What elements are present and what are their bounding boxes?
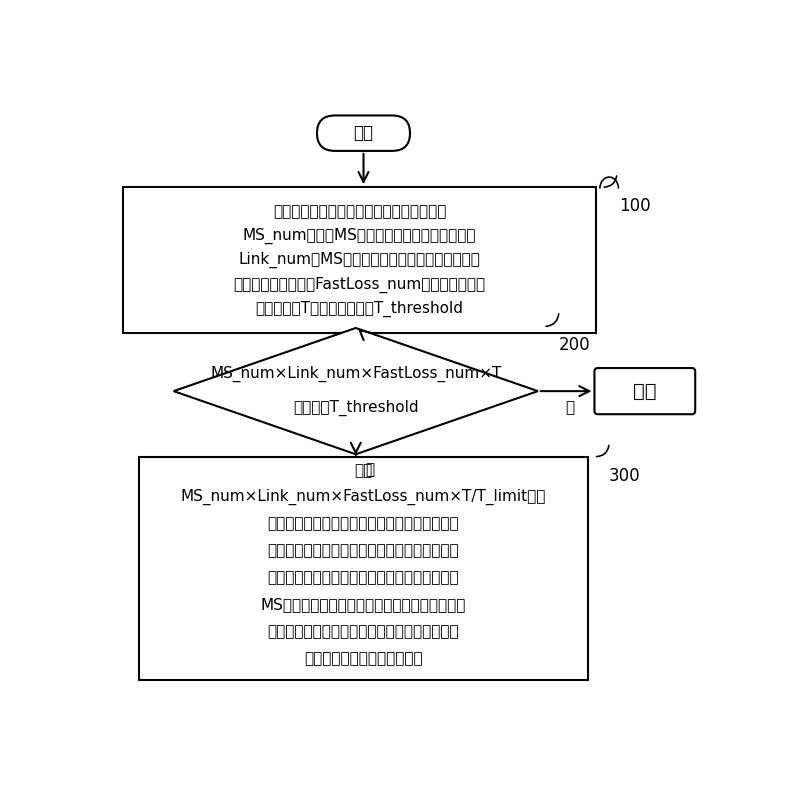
Text: 行存储；在系统仿真过程中，分别为小区内每个: 行存储；在系统仿真过程中，分别为小区内每个 [268, 570, 459, 585]
Text: 否: 否 [566, 401, 574, 416]
Text: MS的每条激活链路的每个快衰落径，在瑞利衰落: MS的每条激活链路的每个快衰落径，在瑞利衰落 [261, 597, 466, 612]
Text: 落的长度内的所述小区所有的快衰落数据，并进: 落的长度内的所述小区所有的快衰落数据，并进 [268, 544, 459, 559]
Bar [138, 457, 588, 680]
Text: 根据: 根据 [354, 463, 373, 478]
Text: 根据仿真需要，获得小区内移动设备用户数: 根据仿真需要，获得小区内移动设备用户数 [273, 204, 446, 219]
Text: 是否大于T_threshold: 是否大于T_threshold [293, 400, 418, 416]
Text: MS_num×Link_num×FastLoss_num×T: MS_num×Link_num×FastLoss_num×T [210, 366, 502, 383]
Text: 的最小时间粒度，间隔读取相应的所述快衰落数: 的最小时间粒度，间隔读取相应的所述快衰落数 [268, 624, 459, 639]
Text: 300: 300 [609, 466, 641, 484]
FancyBboxPatch shape [594, 368, 695, 414]
Bar [123, 187, 596, 334]
Text: MS_num，每个MS最多可以同时激活的链路条数: MS_num，每个MS最多可以同时激活的链路条数 [243, 228, 476, 244]
Text: 据，最终完成整个系统的仿真: 据，最终完成整个系统的仿真 [304, 651, 423, 666]
Text: 100: 100 [619, 197, 651, 215]
Text: MS_num×Link_num×FastLoss_num×T/T_limit，得: MS_num×Link_num×FastLoss_num×T/T_limit，得 [181, 489, 546, 505]
Text: 200: 200 [558, 335, 590, 353]
FancyBboxPatch shape [317, 115, 410, 151]
Polygon shape [174, 328, 538, 454]
Text: 开始: 开始 [354, 124, 374, 142]
Text: 总时间长度T；同时设置门限T_threshold: 总时间长度T；同时设置门限T_threshold [256, 301, 464, 317]
Text: 结束: 结束 [633, 382, 657, 401]
Text: 要的快衰落径的条数FastLoss_num，以及获得仿真: 要的快衰落径的条数FastLoss_num，以及获得仿真 [234, 276, 486, 293]
Text: Link_num，MS在不同的移动速度下每条链路所需: Link_num，MS在不同的移动速度下每条链路所需 [238, 252, 481, 268]
Text: 是: 是 [365, 462, 374, 477]
Text: 到瑞利衰落的长度，按照传统方法获得该瑞利衰: 到瑞利衰落的长度，按照传统方法获得该瑞利衰 [268, 517, 459, 532]
